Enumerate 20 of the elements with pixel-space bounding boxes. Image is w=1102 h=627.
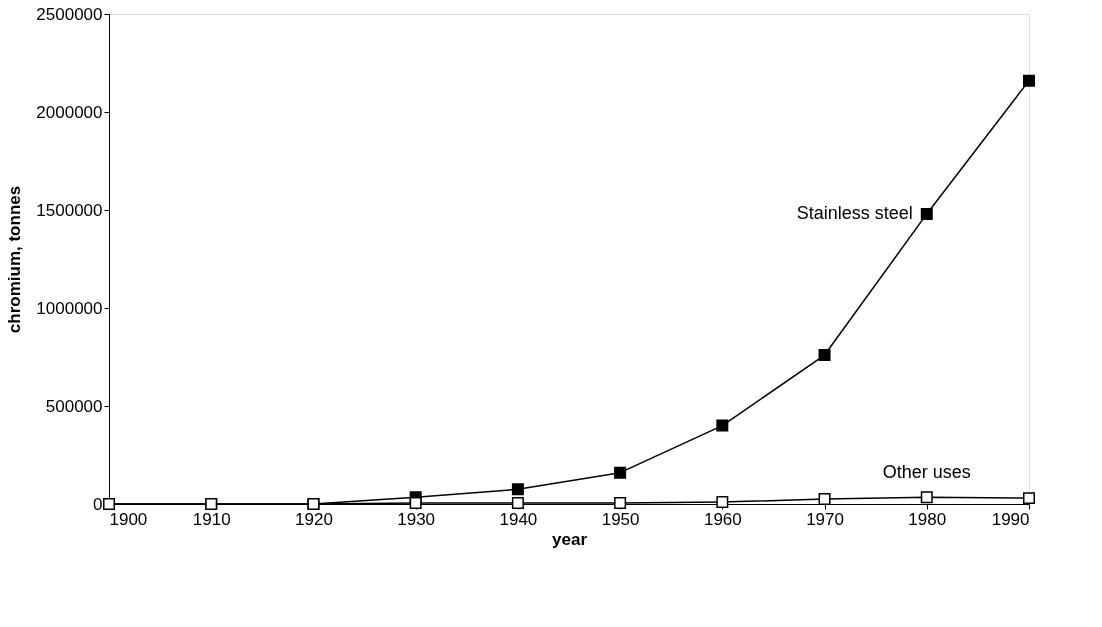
y-axis-title: chromium, tonnes: [5, 185, 25, 334]
y-tick-label: 2000000: [36, 102, 103, 122]
y-tick-label: 1000000: [36, 298, 103, 318]
x-tick-label: 1990: [991, 509, 1030, 529]
x-tick-label: 1900: [109, 509, 148, 529]
x-tick-label: 1970: [806, 509, 844, 529]
x-tick-label: 1950: [601, 509, 640, 529]
x-tick-label: 1910: [192, 509, 231, 529]
x-tick-label: 1960: [703, 509, 742, 529]
x-axis-title: year: [552, 529, 588, 549]
y-tick-label: 0: [93, 494, 103, 514]
x-tick-label: 1980: [908, 509, 947, 529]
series-label: Stainless steel: [796, 202, 913, 223]
series-label: Other uses: [882, 462, 971, 483]
y-tick-label: 2500000: [36, 4, 103, 24]
y-tick-label: 500000: [45, 396, 103, 416]
x-tick-label: 1930: [397, 509, 436, 529]
x-tick-label: 1920: [295, 509, 333, 529]
x-tick-label: 1940: [499, 509, 538, 529]
y-tick-label: 1500000: [36, 200, 103, 220]
